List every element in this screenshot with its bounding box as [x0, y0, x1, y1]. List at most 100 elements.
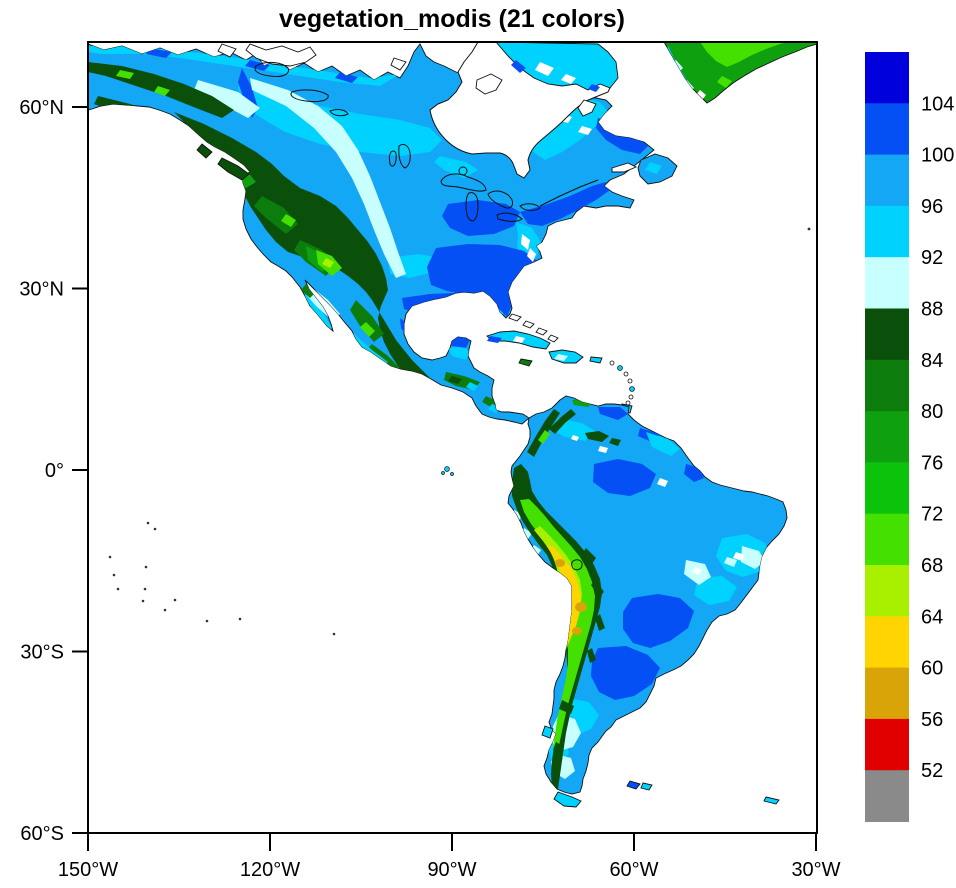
pacific-island-specks-part [146, 521, 150, 525]
south-america-contour-fills [511, 398, 771, 789]
atlantic-canada-islands [611, 153, 678, 185]
colorbar-swatch [865, 411, 909, 463]
x-axis-label: 30°W [791, 859, 840, 881]
south-america-contour-fills-part [591, 580, 604, 597]
south-america-contour-fills-part [694, 576, 737, 605]
south-america-contour-fills-part [595, 614, 605, 631]
king-william-island [390, 57, 407, 71]
north-america-contour-fills-part [442, 200, 520, 236]
north-america-contour-fills-part [520, 182, 610, 226]
pacific-island-specks-part [143, 587, 147, 591]
north-america-contour-fills-part [360, 322, 375, 337]
victoria-island [245, 43, 317, 67]
south-america-contour-fills-part [549, 409, 576, 434]
south-america-contour-fills-part [692, 567, 702, 575]
south-america-contour-fills-part [741, 546, 765, 569]
greenland-contour-fills-part [696, 90, 706, 100]
falkland-islands-east [640, 782, 653, 791]
haida-gwaii [196, 143, 213, 159]
arctic-islands [217, 43, 619, 95]
colorbar-label: 88 [921, 299, 943, 321]
colorbar-swatch [865, 462, 909, 515]
pacific-canada-islands [196, 143, 250, 181]
south-america-contour-fills-part [575, 602, 587, 612]
north-america-contour-fills-part [154, 86, 170, 96]
pacific-island-specks-part [238, 617, 242, 621]
banks-island [217, 43, 237, 58]
colorbar-swatch [865, 257, 909, 309]
galapagos-islands [441, 466, 454, 476]
atlantic-canada-islands-part [645, 162, 662, 174]
lesser-antilles-part [629, 386, 635, 392]
north-america-contour-fills-part [448, 376, 462, 384]
great-bear-lake [254, 61, 290, 77]
north-america-contour-fills-part [350, 300, 384, 342]
colorbar-label: 68 [921, 555, 943, 577]
x-axis-label: 120°W [240, 859, 300, 881]
colorbar-swatch [865, 103, 909, 156]
colorbar-swatch [865, 154, 909, 207]
south-america-coastline [507, 395, 788, 795]
colorbar-swatch [865, 616, 909, 669]
south-america-contour-fills-part [587, 648, 596, 663]
arctic-islands-part [561, 74, 576, 84]
caribbean-islands-part [547, 334, 559, 343]
south-america-contour-fills-part [555, 559, 565, 567]
north-america-contour-fills-part [494, 288, 511, 317]
x-axis-label: 90°W [427, 859, 476, 881]
south-america-contour-fills-part [657, 478, 668, 487]
colorbar-label: 80 [921, 401, 943, 423]
colorbar-label: 76 [921, 452, 943, 474]
lake-michigan [465, 192, 479, 222]
st-lawrence-river [539, 179, 599, 207]
south-america-contour-fills-part [591, 646, 660, 700]
south-america-contour-fills-part [559, 700, 574, 714]
north-america-contour-fills-part [527, 248, 536, 262]
north-america-contour-fills-part [466, 382, 478, 391]
anticosti-island [611, 162, 638, 173]
lake-winnipeg [398, 143, 411, 169]
north-america-contour-fills-part [335, 72, 358, 83]
lesser-antilles-part [609, 360, 615, 366]
pacific-island-specks-part [112, 573, 116, 577]
galapagos-islands-part [441, 471, 445, 475]
vancouver-island [217, 157, 250, 181]
pacific-island-specks-part [116, 587, 120, 591]
caribbean-islands [486, 313, 635, 414]
lake-athabasca [329, 109, 349, 117]
x-axis-label: 150°W [58, 859, 118, 881]
falkland-islands-west [626, 780, 641, 790]
great-slave-lake [290, 89, 329, 103]
arctic-islands-part [535, 62, 554, 76]
south-america-contour-fills-part [546, 545, 581, 654]
chiloe-island [541, 725, 554, 739]
north-america-contour-fills-part [281, 214, 296, 227]
greenland-contour-fills-part [700, 43, 788, 67]
y-axis-label: 0° [45, 460, 64, 482]
lake-erie [496, 212, 523, 222]
north-america-contour-fills-part [194, 80, 260, 118]
caribbean-islands-part [522, 320, 535, 329]
north-america-contour-fills-part [250, 78, 406, 278]
caribbean-islands-part [513, 336, 525, 343]
bahamas [508, 313, 522, 322]
colorbar-label: 52 [921, 760, 943, 782]
x-axis-label: 60°W [609, 859, 658, 881]
colorbar-swatch [865, 667, 909, 720]
south-georgia [763, 796, 780, 805]
colorbar-label: 100 [921, 145, 954, 167]
south-america-contour-fills-part [724, 557, 737, 567]
colorbar-label: 64 [921, 606, 943, 628]
north-america-contour-fills-part [304, 292, 332, 332]
north-america-contour-fills-part [301, 284, 316, 298]
pacific-island-specks-part [108, 555, 112, 559]
pacific-island-specks-part [153, 527, 157, 531]
north-america-contour-fills-part [488, 404, 500, 413]
south-america-contour-fills-part [598, 446, 608, 453]
lesser-antilles-part [625, 400, 631, 406]
caribbean-islands-part [554, 354, 568, 361]
lesser-antilles [609, 360, 635, 406]
pacific-island-specks-part [163, 608, 167, 612]
lesser-antilles-part [623, 371, 629, 377]
